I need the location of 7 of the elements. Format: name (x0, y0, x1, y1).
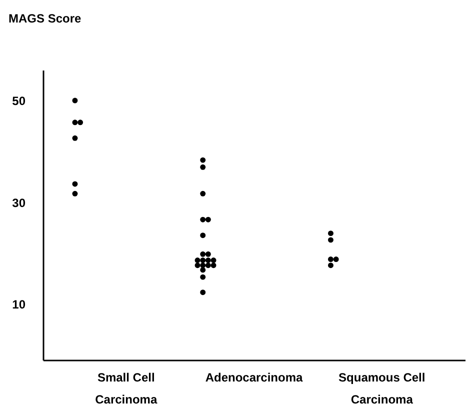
x-tick-label: Adenocarcinoma (205, 370, 304, 384)
y-tick-label: 50 (12, 94, 26, 108)
x-tick-label: Squamous Cell Carcinoma (338, 370, 426, 406)
y-tick-label: 30 (12, 196, 26, 210)
y-axis-title: MAGS Score (8, 12, 82, 26)
x-tick-label: Small Cell Carcinoma (95, 370, 158, 406)
y-tick-label: 10 (12, 298, 26, 312)
